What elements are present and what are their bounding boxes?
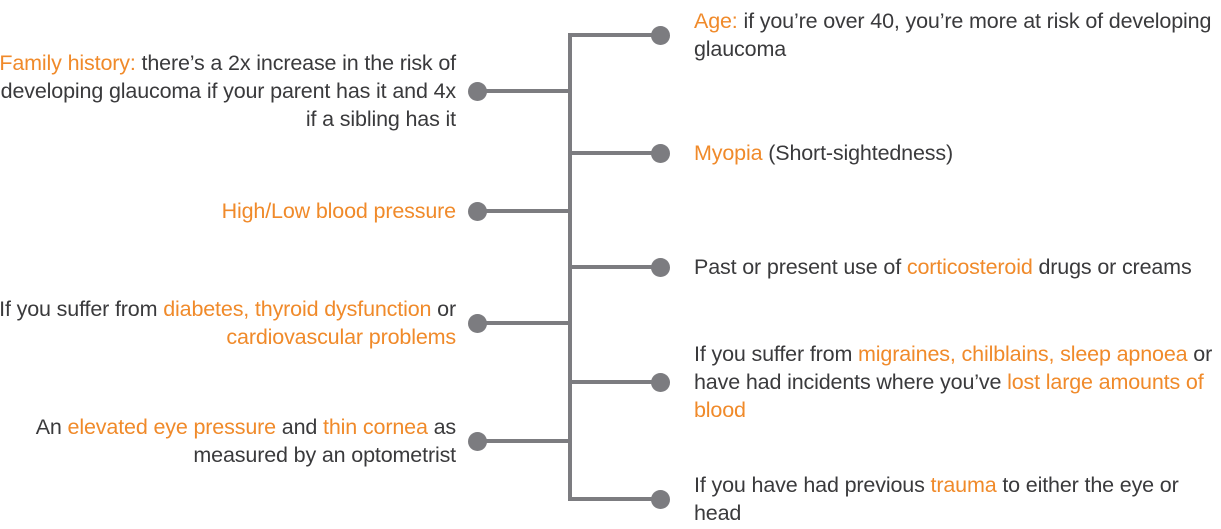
risk-label-corticosteroid-segment-2: drugs or creams [1032,255,1192,279]
node-dot-systemic-conditions[interactable] [467,313,487,333]
risk-label-myopia-segment-0-highlight: Myopia [694,141,763,165]
node-dot-myopia[interactable] [650,143,670,163]
risk-label-age: Age: if you’re over 40, you’re more at r… [694,7,1221,63]
risk-label-migraines-apnoea-blood: If you suffer from migraines, chilblains… [694,340,1221,424]
connector-branch-right-trauma [568,497,660,501]
node-dot-eye-pressure-cornea[interactable] [467,431,487,451]
risk-label-eye-pressure-cornea-segment-4: as measured by an optometrist [193,415,456,467]
risk-label-corticosteroid: Past or present use of corticosteroid dr… [694,253,1221,281]
risk-label-eye-pressure-cornea-segment-1-highlight: elevated eye pressure [67,415,277,439]
connector-branch-left-blood-pressure [477,209,572,213]
risk-label-eye-pressure-cornea-segment-3-highlight: thin cornea [323,415,428,439]
risk-label-migraines-apnoea-blood-segment-1-highlight: migraines, chilblains, sleep apnoea [858,342,1188,366]
risk-label-myopia: Myopia (Short-sightedness) [694,139,1221,167]
node-dot-blood-pressure[interactable] [467,201,487,221]
risk-label-myopia-segment-1: (Short-sightedness) [762,141,954,165]
risk-label-systemic-conditions: If you suffer from diabetes, thyroid dys… [0,295,456,351]
connector-branch-left-systemic-conditions [477,321,572,325]
node-dot-trauma[interactable] [650,489,670,509]
connector-branch-right-migraines-apnoea-blood [568,380,660,384]
risk-label-migraines-apnoea-blood-segment-3-highlight: lost large amounts of blood [694,370,1204,422]
risk-label-blood-pressure-segment-0-highlight: High/Low blood pressure [221,199,457,223]
risk-label-corticosteroid-segment-1-highlight: corticosteroid [906,255,1033,279]
node-dot-family-history[interactable] [467,81,487,101]
node-dot-corticosteroid[interactable] [650,257,670,277]
risk-label-trauma: If you have had previous trauma to eithe… [694,471,1221,527]
risk-label-age-segment-0-highlight: Age: [694,9,738,33]
connector-branch-left-family-history [477,89,572,93]
connector-branch-left-eye-pressure-cornea [477,439,572,443]
risk-label-family-history: Family history: there’s a 2x increase in… [0,49,456,133]
risk-label-eye-pressure-cornea-segment-2: and [275,415,324,439]
connector-branch-right-age [568,33,660,37]
risk-label-systemic-conditions-segment-2: or [431,297,456,321]
risk-label-systemic-conditions-segment-3-highlight: cardiovascular problems [226,325,456,349]
risk-label-trauma-segment-1-highlight: trauma [930,473,997,497]
risk-label-systemic-conditions-segment-1-highlight: diabetes, thyroid dysfunction [163,297,432,321]
node-dot-migraines-apnoea-blood[interactable] [650,372,670,392]
connector-branch-right-corticosteroid [568,265,660,269]
risk-label-trauma-segment-0: If you have had previous [694,473,931,497]
risk-label-migraines-apnoea-blood-segment-2: or have had incidents where you’ve [694,342,1213,394]
risk-label-eye-pressure-cornea: An elevated eye pressure and thin cornea… [0,413,456,469]
risk-label-age-segment-1: if you’re over 40, you’re more at risk o… [694,9,1212,61]
risk-label-eye-pressure-cornea-segment-0: An [35,415,68,439]
risk-label-systemic-conditions-segment-0: If you suffer from [0,297,164,321]
connector-branch-right-myopia [568,151,660,155]
node-dot-age[interactable] [650,25,670,45]
risk-label-blood-pressure: High/Low blood pressure [0,197,457,225]
risk-label-corticosteroid-segment-0: Past or present use of [694,255,907,279]
risk-label-family-history-segment-1: there’s a 2x increase in the risk of dev… [0,51,457,131]
risk-label-migraines-apnoea-blood-segment-0: If you suffer from [694,342,859,366]
risk-label-family-history-segment-0-highlight: Family history: [0,51,136,75]
risk-label-trauma-segment-2: to either the eye or head [694,473,1179,525]
